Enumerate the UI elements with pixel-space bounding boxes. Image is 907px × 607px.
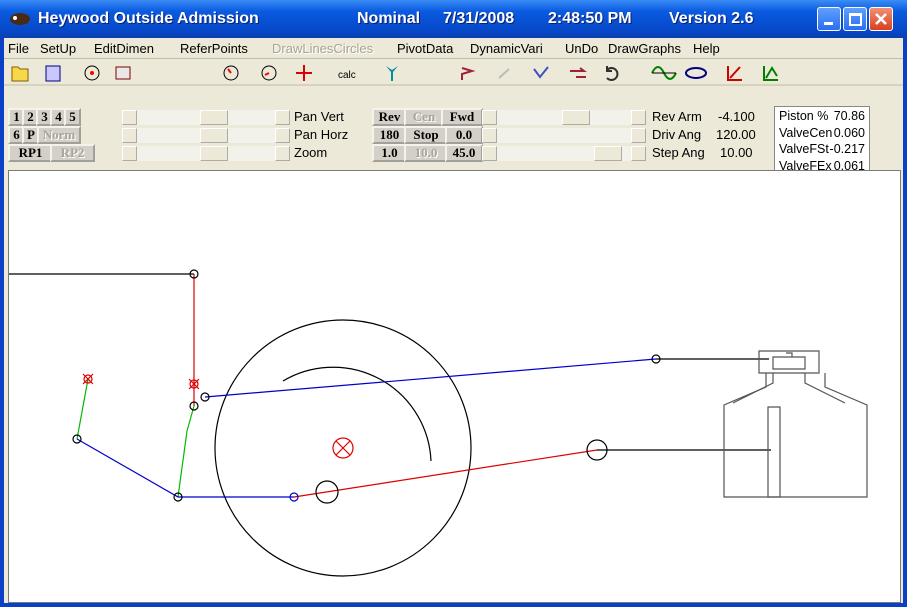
scroll-right[interactable]	[631, 110, 646, 125]
close-button[interactable]	[869, 7, 893, 31]
motion-button: 10.0	[404, 144, 448, 162]
setting-value: 120.00	[716, 127, 756, 142]
menu-item[interactable]: PivotData	[397, 41, 454, 56]
menu-item[interactable]: UnDo	[565, 41, 599, 56]
readout-label: ValveFEx	[779, 158, 832, 173]
motion-button[interactable]: 1.0	[372, 144, 407, 162]
scroll-thumb[interactable]	[594, 146, 622, 161]
readout-value: 70.86	[833, 109, 865, 123]
motion-button: Cen	[404, 108, 444, 126]
motion-button[interactable]: 45.0	[445, 144, 483, 162]
scroll-right[interactable]	[275, 110, 290, 125]
pan-label: Zoom	[294, 145, 328, 160]
setting-value: 10.00	[720, 145, 753, 160]
menu-item[interactable]: Help	[693, 41, 720, 56]
scroll-thumb[interactable]	[562, 110, 590, 125]
scroll-right[interactable]	[275, 146, 290, 161]
readout-label: Piston %	[779, 109, 829, 123]
motion-button[interactable]: 0.0	[445, 126, 483, 144]
scroll-left[interactable]	[122, 110, 137, 125]
scroll-left[interactable]	[482, 146, 497, 161]
setting-label: Driv Ang	[652, 127, 702, 142]
svg-text:calc: calc	[338, 70, 356, 81]
motion-button[interactable]: Fwd	[441, 108, 483, 126]
pan-scrollbar[interactable]	[122, 146, 290, 161]
readout-value: -0.217	[829, 142, 865, 156]
scroll-left[interactable]	[482, 128, 497, 143]
pan-scrollbar[interactable]	[122, 110, 290, 125]
menu-item[interactable]: EditDimen	[94, 41, 154, 56]
time: 2:48:50 PM	[548, 10, 632, 27]
mechanism-drawing	[9, 269, 868, 577]
scroll-right[interactable]	[275, 128, 290, 143]
minimize-button[interactable]	[817, 7, 841, 31]
pan-scrollbar[interactable]	[122, 128, 290, 143]
number-button: RP2	[50, 144, 95, 162]
scroll-thumb[interactable]	[200, 128, 228, 143]
readout-value: 0.060	[833, 125, 865, 140]
scroll-left[interactable]	[122, 128, 137, 143]
motion-button[interactable]: Rev	[372, 108, 407, 126]
scroll-right[interactable]	[631, 128, 646, 143]
menu-item: DrawLinesCircles	[272, 41, 374, 56]
version: Version 2.6	[669, 10, 754, 27]
menu-bar: File SetUp EditDimen ReferPoints DrawLinesCi…	[4, 38, 903, 59]
readout-label: ValveCen	[779, 125, 833, 140]
pan-label: Pan Vert	[294, 109, 344, 124]
number-button[interactable]: 5	[64, 108, 81, 126]
number-button[interactable]: RP1	[8, 144, 53, 162]
client-area: File SetUp EditDimen ReferPoints DrawLinesCi…	[4, 38, 903, 603]
scroll-thumb[interactable]	[200, 146, 228, 161]
drawing-canvas	[8, 170, 901, 603]
scroll-right[interactable]	[631, 146, 646, 161]
title-bar: Heywood Outside Admission Nominal 7/31/2…	[0, 0, 907, 38]
setting-scrollbar[interactable]	[482, 110, 646, 125]
motion-button[interactable]: Stop	[404, 126, 448, 144]
setting-scrollbar[interactable]	[482, 128, 646, 143]
menu-item[interactable]: ReferPoints	[180, 41, 248, 56]
setting-value: -4.100	[718, 109, 755, 124]
setting-label: Rev Arm	[652, 109, 702, 124]
pan-label: Pan Horz	[294, 127, 349, 142]
readout-value: 0.061	[833, 158, 865, 173]
menu-item[interactable]: DynamicVari	[470, 41, 543, 56]
motion-button[interactable]: 180	[372, 126, 407, 144]
app-icon	[10, 13, 30, 25]
toolbar: calc	[4, 65, 903, 86]
maximize-button[interactable]	[843, 7, 867, 31]
readout-label: ValveFSt	[779, 142, 829, 156]
menu-item[interactable]: SetUp	[40, 41, 77, 56]
mode: Nominal	[357, 10, 421, 27]
number-button: Norm	[37, 126, 81, 144]
scroll-thumb[interactable]	[200, 110, 228, 125]
setting-label: Step Ang	[652, 145, 705, 160]
menu-item[interactable]: File	[8, 41, 29, 56]
date: 7/31/2008	[443, 10, 515, 27]
scroll-left[interactable]	[122, 146, 137, 161]
setting-scrollbar[interactable]	[482, 146, 646, 161]
scroll-left[interactable]	[482, 110, 497, 125]
menu-item[interactable]: DrawGraphs	[608, 41, 681, 56]
app-title: Heywood Outside Admission	[38, 10, 259, 27]
